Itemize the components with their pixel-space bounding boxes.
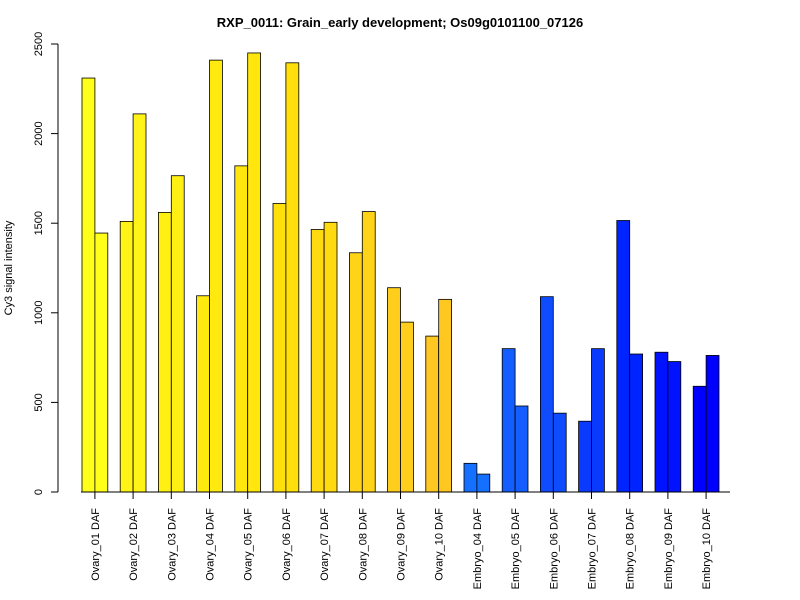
bar-ovary_09-daf-2 [400, 321, 414, 493]
bar-ovary_08-daf-1 [348, 252, 363, 493]
x-tick-label: Embryo_10 DAF [701, 508, 713, 590]
bar-embryo_05-daf-1 [501, 348, 516, 493]
y-tick-label: 500 [33, 393, 45, 411]
x-tick-label: Ovary_01 DAF [90, 508, 102, 581]
bar-embryo_07-daf-1 [578, 420, 592, 493]
x-tick-label: Embryo_04 DAF [472, 508, 484, 590]
x-tick-label: Ovary_06 DAF [281, 508, 293, 581]
bar-embryo_09-daf-1 [654, 351, 669, 493]
x-tick-label: Embryo_08 DAF [625, 508, 637, 590]
bar-ovary_06-daf-2 [285, 62, 300, 493]
y-tick-label: 0 [33, 489, 45, 495]
x-tick-label: Embryo_06 DAF [548, 508, 560, 590]
bar-ovary_04-daf-1 [196, 295, 210, 493]
bar-embryo_08-daf-2 [629, 353, 644, 493]
chart-title: RXP_0011: Grain_early development; Os09g… [217, 15, 583, 30]
bar-ovary_10-daf-1 [425, 335, 440, 493]
y-tick-label: 2000 [33, 121, 45, 145]
bar-embryo_10-daf-1 [692, 385, 707, 493]
x-tick-label: Ovary_04 DAF [205, 508, 217, 581]
y-tick-label: 2500 [33, 32, 45, 56]
y-tick-label: 1500 [33, 211, 45, 235]
bar-ovary_01-daf-1 [81, 77, 96, 493]
bar-ovary_01-daf-2 [94, 232, 109, 493]
x-tick-label: Ovary_02 DAF [128, 508, 140, 581]
bar-embryo_07-daf-2 [591, 348, 605, 493]
x-tick-label: Embryo_05 DAF [510, 508, 522, 590]
x-axis: Ovary_01 DAF Ovary_02 DAF Ovary_03 DAF Ovar… [81, 491, 730, 590]
x-tick-label: Ovary_03 DAF [166, 508, 178, 581]
bar-ovary_08-daf-2 [361, 211, 376, 493]
bar-ovary_05-daf-2 [247, 52, 261, 493]
x-tick-label: Embryo_09 DAF [663, 508, 675, 590]
bar-embryo_08-daf-1 [616, 220, 631, 493]
x-tick-label: Ovary_10 DAF [434, 508, 446, 581]
bar-embryo_06-daf-2 [552, 412, 567, 493]
bar-ovary_03-daf-1 [157, 212, 172, 493]
x-tick-label: Embryo_07 DAF [587, 508, 599, 590]
x-tick-label: Ovary_07 DAF [319, 508, 331, 581]
bar-ovary_09-daf-1 [387, 287, 401, 493]
bar-embryo_04-daf-2 [476, 473, 491, 493]
bar-ovary_02-daf-2 [132, 113, 147, 493]
bar-embryo_05-daf-2 [514, 405, 529, 493]
bar-embryo_06-daf-1 [540, 296, 554, 493]
bar-ovary_07-daf-1 [310, 229, 325, 493]
bar-embryo_10-daf-2 [705, 355, 720, 493]
y-axis-label: Cy3 signal intensity [3, 220, 15, 315]
x-tick-label: Ovary_09 DAF [396, 508, 408, 581]
bar-ovary_04-daf-2 [209, 59, 223, 493]
x-tick-label: Ovary_08 DAF [357, 508, 369, 581]
bar-embryo_04-daf-1 [463, 462, 478, 493]
bar-embryo_09-daf-2 [667, 361, 682, 493]
y-axis: 0 500 1000 1500 2000 2500 [33, 32, 59, 495]
bar-ovary_02-daf-1 [119, 221, 134, 493]
y-tick-label: 1000 [33, 301, 45, 325]
bar-ovary_06-daf-1 [272, 203, 287, 493]
bars-group [81, 52, 720, 493]
x-tick-label: Ovary_05 DAF [243, 508, 255, 581]
bar-ovary_05-daf-1 [234, 165, 249, 493]
bar-ovary_07-daf-2 [323, 221, 338, 493]
bar-ovary_03-daf-2 [170, 175, 185, 493]
bar-ovary_10-daf-2 [438, 298, 453, 493]
